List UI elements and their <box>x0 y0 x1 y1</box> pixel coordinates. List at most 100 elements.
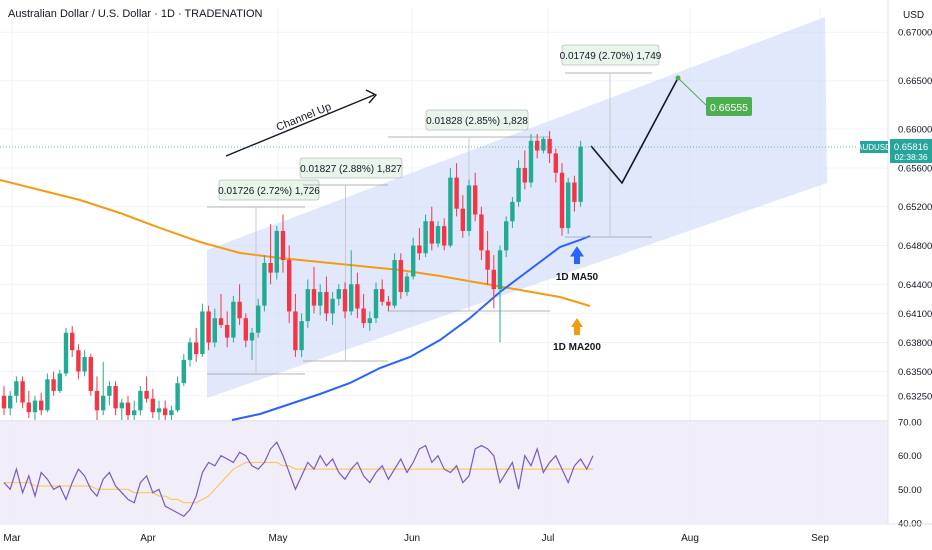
candle-body <box>342 289 348 312</box>
candle <box>125 395 131 420</box>
candle-body <box>578 146 583 202</box>
candle-body <box>200 311 205 355</box>
range-label: 0.01827 (2.88%) 1,827 <box>300 164 402 175</box>
candle <box>473 172 478 222</box>
candle <box>274 226 279 280</box>
candle-body <box>572 182 577 202</box>
time-axis: Mar Apr May Jun Jul Aug Sep <box>0 523 932 544</box>
candle <box>349 250 354 316</box>
candle-body <box>187 342 193 360</box>
candle-body <box>553 153 558 173</box>
candle-body <box>442 226 447 246</box>
rsi-line <box>3 441 594 518</box>
candle <box>45 373 50 413</box>
candle <box>336 284 341 306</box>
candle-body <box>392 260 397 306</box>
candle-body <box>119 402 124 409</box>
candle <box>559 163 565 236</box>
candle-body <box>138 390 143 411</box>
candle-body <box>398 260 403 293</box>
ma200-arrow-icon <box>571 318 583 327</box>
candle <box>175 376 180 413</box>
candle <box>355 272 360 319</box>
range-measure: 0.01827 (2.88%) 1,827 <box>299 157 403 362</box>
candle-body <box>181 359 186 384</box>
candle <box>231 295 236 343</box>
candle <box>94 376 100 420</box>
candle <box>553 148 558 183</box>
time-tick-label: Aug <box>681 533 699 544</box>
ma50-arrow-stem <box>574 256 580 264</box>
target-label: 0.66555 <box>710 102 748 114</box>
candle <box>429 206 434 251</box>
candle <box>566 177 571 234</box>
range-label-box <box>299 157 403 179</box>
candle <box>156 400 162 420</box>
candle-body <box>194 342 199 355</box>
price-tick-label: 0.63500 <box>898 367 932 378</box>
chart-title: Australian Dollar / U.S. Dollar · 1D · T… <box>8 8 263 20</box>
range-label-box <box>425 109 529 131</box>
candle <box>510 197 515 229</box>
candle <box>299 313 304 357</box>
candle <box>212 308 217 348</box>
candle <box>256 298 261 338</box>
candle <box>249 327 255 360</box>
candle-body <box>39 400 44 411</box>
ma50-label: 1D MA50 <box>556 272 599 283</box>
candle <box>200 303 205 357</box>
candle-body <box>57 373 62 391</box>
rsi-tick-label: 50.00 <box>898 485 922 496</box>
candle-body <box>429 221 434 244</box>
candle <box>442 218 447 251</box>
candle-body <box>547 138 552 154</box>
candle <box>398 253 403 299</box>
candle <box>485 230 490 285</box>
candle-body <box>274 230 279 273</box>
ma200-label: 1D MA200 <box>553 342 601 353</box>
candle-body <box>101 395 106 411</box>
candle <box>119 398 124 420</box>
candle-body <box>311 289 317 306</box>
candle <box>113 381 118 416</box>
time-tick-label: Sep <box>811 533 829 544</box>
candle <box>497 245 503 343</box>
candle <box>404 272 410 296</box>
candle <box>194 327 199 362</box>
candle-body <box>156 408 162 413</box>
candle-body <box>51 379 56 391</box>
time-tick-label: Jul <box>542 533 555 544</box>
countdown-value: 02:38:36 <box>894 152 927 162</box>
candle <box>324 276 329 322</box>
range-label-box <box>561 44 660 66</box>
channel-band <box>207 17 827 398</box>
candle-body <box>76 350 81 372</box>
candle <box>293 293 298 357</box>
candle-body <box>355 284 360 309</box>
candle-body <box>293 311 298 351</box>
candle-body <box>497 250 503 290</box>
candle-body <box>82 356 87 372</box>
candle-body <box>287 260 292 312</box>
candle-body <box>417 245 422 254</box>
symbol-tag-label: AUDUSD <box>857 143 891 152</box>
candle <box>460 195 465 238</box>
candle <box>20 376 25 409</box>
candle <box>107 381 112 406</box>
candle-body <box>373 289 379 319</box>
candle <box>287 245 292 324</box>
candle <box>1 386 7 416</box>
candle-body <box>479 214 484 251</box>
candle-body <box>175 383 180 411</box>
candle-body <box>423 221 428 254</box>
price-tick-label: 0.66000 <box>898 125 932 136</box>
candle-body <box>541 138 546 151</box>
time-tick-label: May <box>269 533 288 544</box>
channel-arrow-head <box>365 89 378 104</box>
candle-body <box>349 284 354 312</box>
range-label-box <box>218 179 320 201</box>
rsi-tick-label: 70.00 <box>898 418 922 429</box>
candle-body <box>336 289 341 299</box>
